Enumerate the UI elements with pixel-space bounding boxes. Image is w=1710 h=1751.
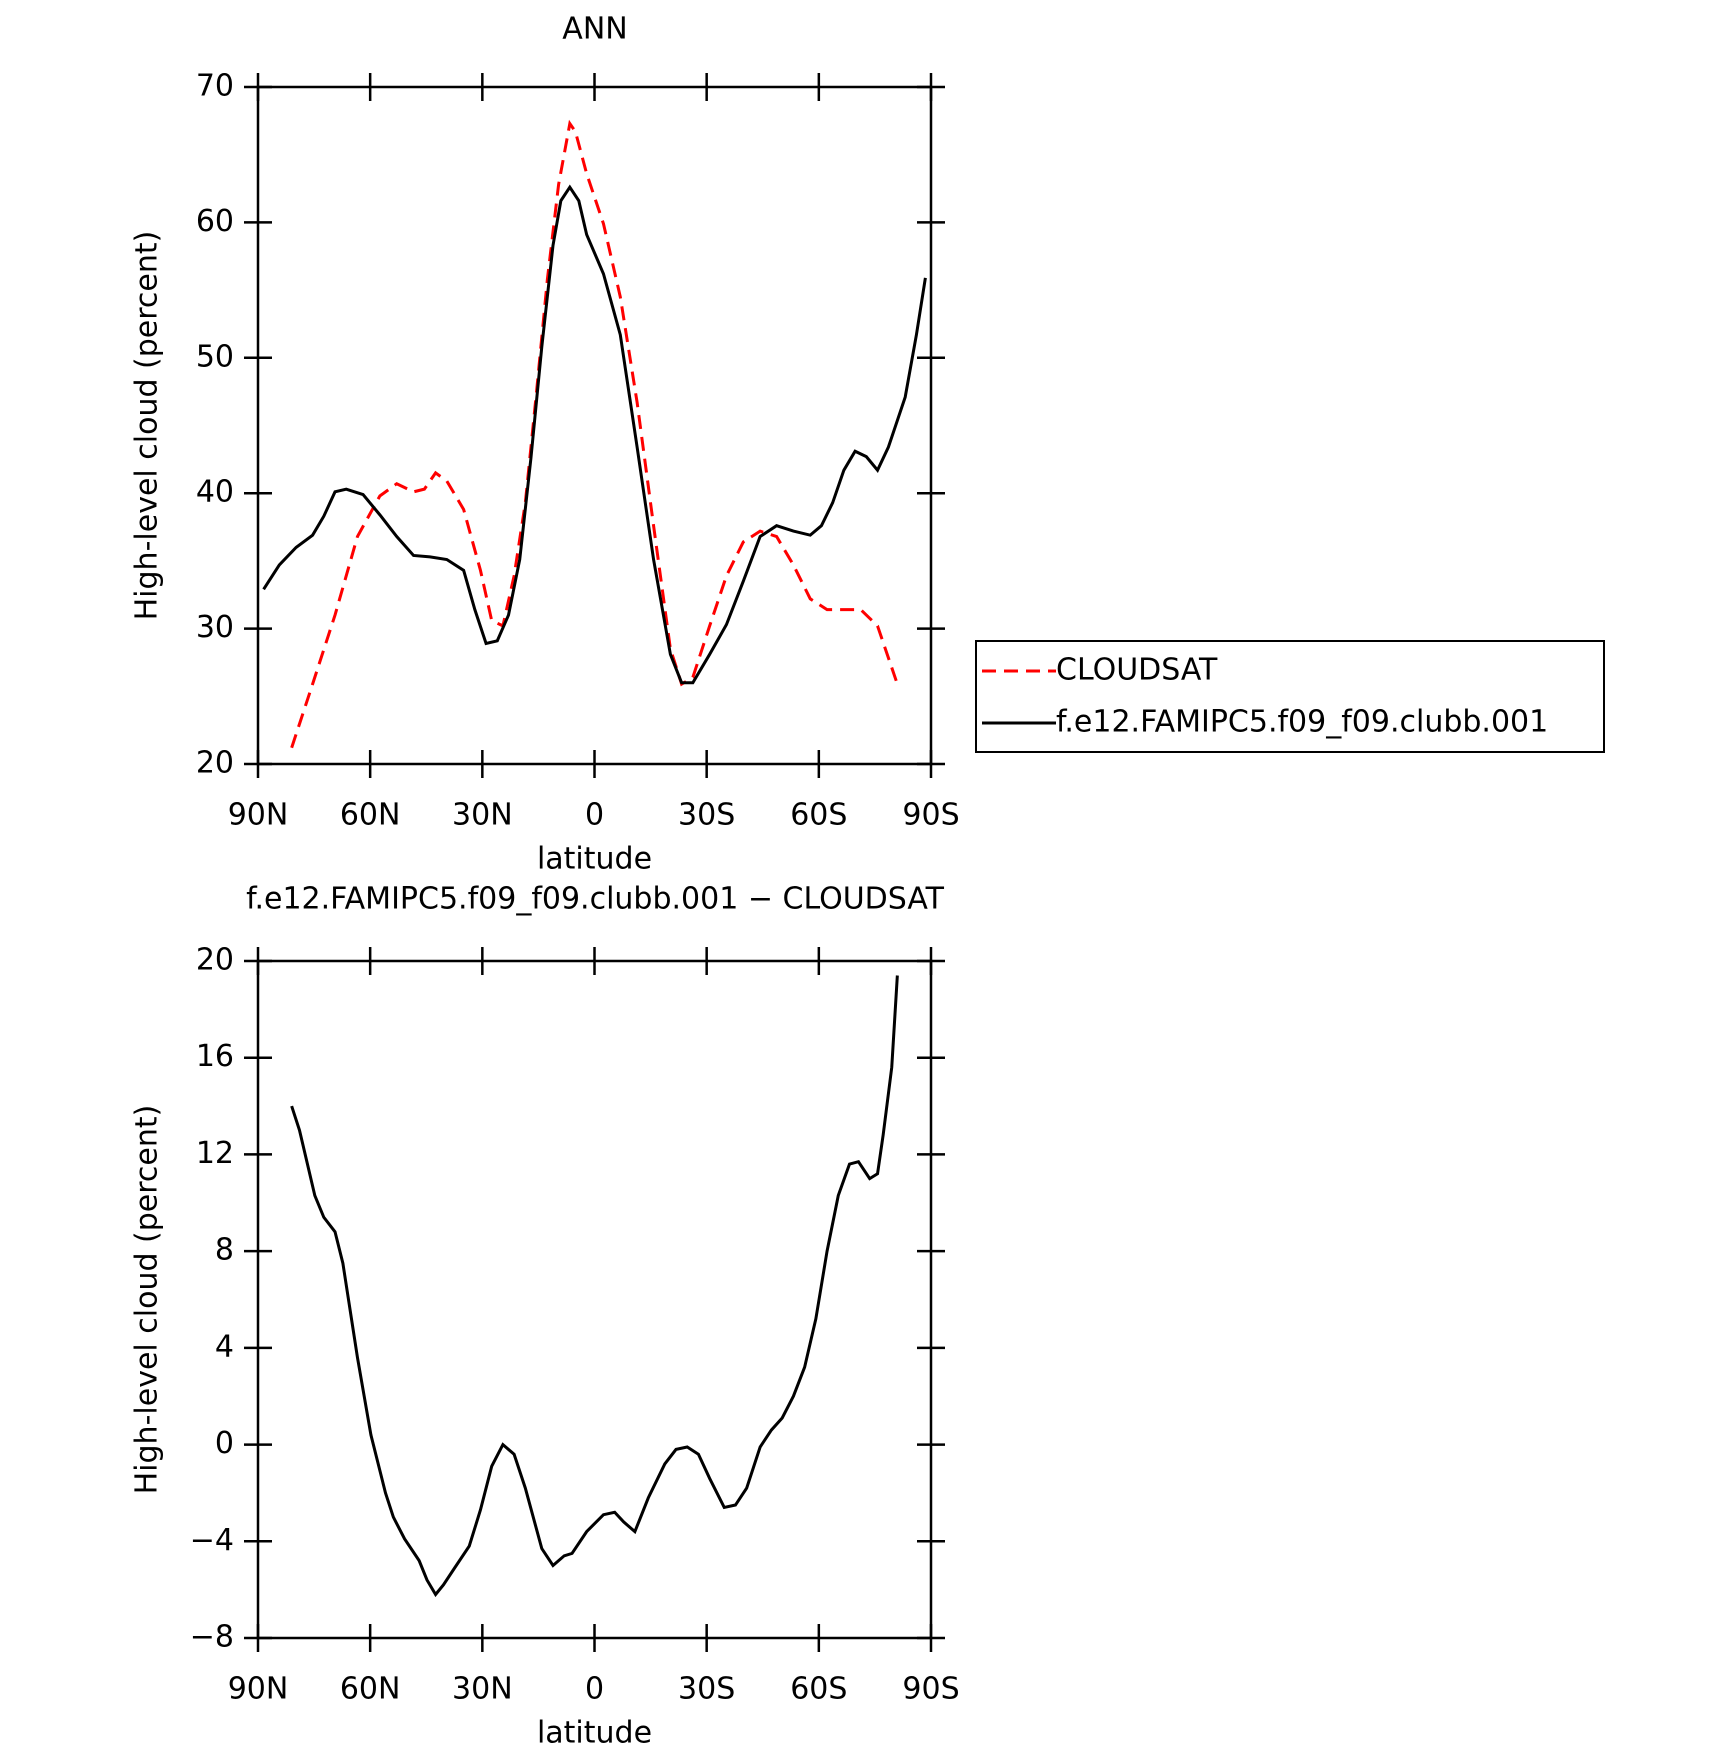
y-tick-label: 60 (196, 204, 234, 239)
x-tick-label: 60N (340, 798, 401, 833)
x-axis-label: latitude (537, 1716, 652, 1751)
x-tick-label: 30N (452, 1672, 513, 1707)
x-tick-label: 0 (585, 1672, 604, 1707)
data-line (290, 119, 899, 749)
x-tick-label: 60S (790, 1672, 847, 1707)
x-tick-label: 60S (790, 798, 847, 833)
y-tick-label: 30 (196, 610, 234, 645)
x-tick-label: 90N (228, 1672, 289, 1707)
y-tick-label: 20 (196, 746, 234, 781)
y-tick-label: −4 (190, 1523, 234, 1558)
y-tick-label: 8 (215, 1233, 234, 1268)
chart-title: ANN (562, 12, 627, 47)
x-tick-label: 90S (902, 798, 959, 833)
y-tick-label: 4 (215, 1329, 234, 1364)
y-axis-label: High-level cloud (percent) (130, 1105, 165, 1495)
y-axis-label: High-level cloud (percent) (130, 231, 165, 621)
x-tick-label: 30N (452, 798, 513, 833)
y-tick-label: 20 (196, 943, 234, 978)
y-tick-label: 40 (196, 475, 234, 510)
plot-frame (256, 959, 933, 1640)
data-line (290, 975, 899, 1598)
x-tick-label: 90S (902, 1672, 959, 1707)
y-tick-label: 0 (215, 1426, 234, 1461)
legend-label: f.e12.FAMIPC5.f09_f09.clubb.001 (1056, 705, 1548, 740)
data-line (262, 184, 927, 685)
plot-frame (256, 85, 933, 766)
y-tick-label: 12 (196, 1136, 234, 1171)
x-tick-label: 90N (228, 798, 289, 833)
y-tick-label: −8 (190, 1620, 234, 1655)
x-tick-label: 60N (340, 1672, 401, 1707)
y-tick-label: 16 (196, 1039, 234, 1074)
legend-label: CLOUDSAT (1056, 653, 1218, 688)
x-tick-label: 30S (678, 1672, 735, 1707)
x-tick-label: 0 (585, 798, 604, 833)
x-tick-label: 30S (678, 798, 735, 833)
legend-box (975, 640, 1605, 753)
chart-title: f.e12.FAMIPC5.f09_f09.clubb.001 − CLOUDS… (246, 882, 944, 917)
x-axis-label: latitude (537, 842, 652, 877)
y-tick-label: 50 (196, 339, 234, 374)
y-tick-label: 70 (196, 69, 234, 104)
